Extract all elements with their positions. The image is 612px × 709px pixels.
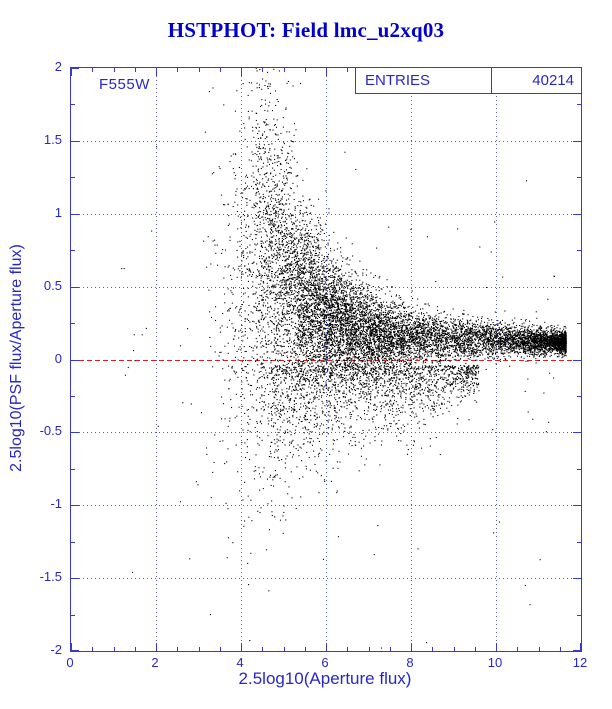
- page-title: HSTPHOT: Field lmc_u2xq03: [167, 18, 445, 42]
- y-tick-label: 1: [54, 204, 62, 220]
- y-tick-label: 2: [54, 59, 62, 74]
- x-tick-label: 8: [406, 655, 414, 670]
- y-tick-label: -2: [50, 642, 62, 657]
- x-tick-label: 10: [487, 655, 503, 670]
- stats-box: ENTRIES 40214: [355, 68, 581, 94]
- y-tick-label: -0.5: [39, 423, 62, 439]
- y-tick-label: -1: [50, 496, 62, 512]
- plot-frame: F555W ENTRIES 40214: [70, 67, 582, 652]
- stats-entries-label: ENTRIES: [365, 72, 431, 89]
- scatter-canvas: [71, 68, 581, 651]
- x-tick-label: 4: [236, 655, 244, 670]
- y-tick-label: 0.5: [43, 277, 62, 293]
- y-tick-label: 1.5: [43, 131, 62, 147]
- stats-divider: [491, 68, 492, 93]
- x-tick-label: 0: [66, 655, 74, 670]
- x-tick-label: 12: [572, 655, 588, 670]
- stats-entries-value: 40214: [532, 72, 574, 89]
- y-tick-label: 0: [54, 350, 62, 366]
- filter-label: F555W: [99, 76, 150, 93]
- x-axis-title: 2.5log10(Aperture flux): [238, 669, 412, 688]
- y-tick-label: -1.5: [39, 569, 62, 585]
- x-tick-label: 6: [321, 655, 329, 670]
- x-tick-label: 2: [151, 655, 159, 670]
